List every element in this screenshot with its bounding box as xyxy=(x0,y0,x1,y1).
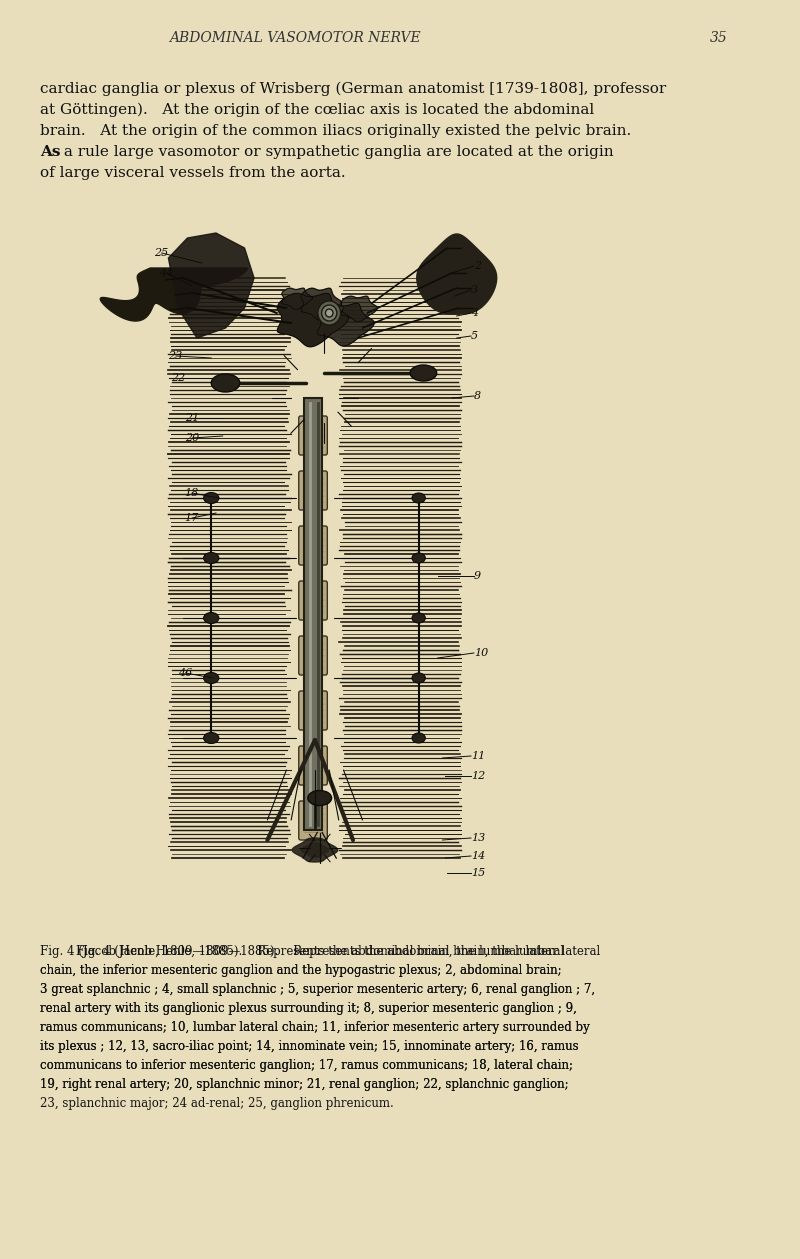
Text: of large visceral vessels from the aorta.: of large visceral vessels from the aorta… xyxy=(40,166,346,180)
FancyBboxPatch shape xyxy=(298,636,327,675)
Text: renal artery with its ganglionic plexus surrounding it; 8, superior mesenteric g: renal artery with its ganglionic plexus … xyxy=(40,1002,577,1015)
FancyBboxPatch shape xyxy=(298,471,327,510)
FancyBboxPatch shape xyxy=(298,691,327,730)
Text: a rule large vasomotor or sympathetic ganglia are located at the origin: a rule large vasomotor or sympathetic ga… xyxy=(59,145,614,159)
Circle shape xyxy=(318,301,341,325)
Text: 8: 8 xyxy=(474,392,481,402)
Polygon shape xyxy=(169,233,254,337)
Polygon shape xyxy=(318,303,374,346)
Ellipse shape xyxy=(412,613,426,623)
Text: brain.   At the origin of the common iliacs originally existed the pelvic brain.: brain. At the origin of the common iliac… xyxy=(40,123,631,138)
Text: renal artery with its ganglionic plexus surrounding it; 8, superior mesenteric g: renal artery with its ganglionic plexus … xyxy=(40,1002,577,1015)
Text: 23: 23 xyxy=(169,351,182,361)
Polygon shape xyxy=(282,288,312,310)
Text: 46: 46 xyxy=(178,669,192,679)
Text: communicans to inferior mesenteric ganglion; 17, ramus communicans; 18, lateral : communicans to inferior mesenteric gangl… xyxy=(40,1059,573,1071)
Text: cardiac ganglia or plexus of Wrisberg (German anatomist [1739-1808], professor: cardiac ganglia or plexus of Wrisberg (G… xyxy=(40,82,666,97)
Text: 13: 13 xyxy=(471,833,486,844)
Polygon shape xyxy=(417,234,497,313)
Text: communicans to inferior mesenteric ganglion; 17, ramus communicans; 18, lateral : communicans to inferior mesenteric gangl… xyxy=(40,1059,573,1071)
Ellipse shape xyxy=(204,612,219,623)
Ellipse shape xyxy=(204,733,219,744)
Text: 17: 17 xyxy=(185,512,199,522)
Text: 23, splanchnic major; 24 ad-renal; 25, ganglion phrenicum.: 23, splanchnic major; 24 ad-renal; 25, g… xyxy=(40,1097,394,1110)
Polygon shape xyxy=(302,842,329,857)
Text: 10: 10 xyxy=(474,648,488,658)
FancyBboxPatch shape xyxy=(298,415,327,454)
Ellipse shape xyxy=(211,374,240,392)
Text: its plexus ; 12, 13, sacro-iliac point; 14, innominate vein; 15, innominate arte: its plexus ; 12, 13, sacro-iliac point; … xyxy=(40,1040,578,1053)
Text: chain, the inferior mesenteric ganglion and the hypogastric plexus; 2, abdominal: chain, the inferior mesenteric ganglion … xyxy=(40,964,562,977)
Text: 3: 3 xyxy=(471,285,478,295)
Text: As: As xyxy=(40,145,61,159)
Ellipse shape xyxy=(204,672,219,684)
Ellipse shape xyxy=(412,553,426,563)
Text: 19, right renal artery; 20, splanchnic minor; 21, renal ganglion; 22, splanchnic: 19, right renal artery; 20, splanchnic m… xyxy=(40,1078,569,1092)
Text: 22: 22 xyxy=(171,373,186,383)
Text: 4: 4 xyxy=(471,308,478,319)
Polygon shape xyxy=(100,268,247,321)
Text: 18: 18 xyxy=(185,488,199,499)
Ellipse shape xyxy=(412,733,426,743)
Polygon shape xyxy=(278,293,349,346)
Text: chain, the inferior mesenteric ganglion and the hypogastric plexus; 2, abdominal: chain, the inferior mesenteric ganglion … xyxy=(40,964,562,977)
Text: at Göttingen).   At the origin of the cœliac axis is located the abdominal: at Göttingen). At the origin of the cœli… xyxy=(40,103,594,117)
Polygon shape xyxy=(292,838,338,862)
Bar xyxy=(305,398,322,830)
Text: 5: 5 xyxy=(471,331,478,341)
Text: its plexus ; 12, 13, sacro-iliac point; 14, innominate vein; 15, innominate arte: its plexus ; 12, 13, sacro-iliac point; … xyxy=(40,1040,578,1053)
Text: 21: 21 xyxy=(185,413,199,423)
Ellipse shape xyxy=(410,365,437,381)
Text: 35: 35 xyxy=(710,31,727,45)
Ellipse shape xyxy=(412,674,426,682)
Text: 25: 25 xyxy=(154,248,168,258)
Text: 19, right renal artery; 20, splanchnic minor; 21, renal ganglion; 22, splanchnic: 19, right renal artery; 20, splanchnic m… xyxy=(40,1078,569,1092)
Polygon shape xyxy=(341,296,378,322)
Text: 9: 9 xyxy=(474,572,481,580)
Polygon shape xyxy=(301,288,342,320)
Text: ramus communicans; 10, lumbar lateral chain; 11, inferior mesenteric artery surr: ramus communicans; 10, lumbar lateral ch… xyxy=(40,1021,590,1034)
Text: 14: 14 xyxy=(471,851,486,861)
Text: 3 great splanchnic ; 4, small splanchnic ; 5, superior mesenteric artery; 6, ren: 3 great splanchnic ; 4, small splanchnic… xyxy=(40,983,595,996)
FancyBboxPatch shape xyxy=(298,747,327,786)
Ellipse shape xyxy=(412,494,426,504)
Ellipse shape xyxy=(204,492,219,504)
Ellipse shape xyxy=(204,553,219,564)
Text: 15: 15 xyxy=(471,867,486,878)
Text: 2: 2 xyxy=(474,261,481,271)
FancyBboxPatch shape xyxy=(298,526,327,565)
FancyBboxPatch shape xyxy=(298,580,327,619)
Text: ramus communicans; 10, lumbar lateral chain; 11, inferior mesenteric artery surr: ramus communicans; 10, lumbar lateral ch… xyxy=(40,1021,590,1034)
Text: Fig. 4 (Jacob Henle, 1809—1885).    Represents the abdominal brain, the lumbar l: Fig. 4 (Jacob Henle, 1809—1885). Represe… xyxy=(76,946,600,958)
Text: 20: 20 xyxy=(185,433,199,443)
Circle shape xyxy=(326,308,333,317)
Text: Fig. 4 (Jacob Henle, 1809—1885).    Represents the abdominal brain, the lumbar l: Fig. 4 (Jacob Henle, 1809—1885). Represe… xyxy=(40,946,564,958)
FancyBboxPatch shape xyxy=(298,801,327,840)
Text: 12: 12 xyxy=(471,771,486,781)
Text: 3 great splanchnic ; 4, small splanchnic ; 5, superior mesenteric artery; 6, ren: 3 great splanchnic ; 4, small splanchnic… xyxy=(40,983,595,996)
Text: 11: 11 xyxy=(471,752,486,760)
Circle shape xyxy=(322,305,337,321)
Text: 44: 44 xyxy=(159,268,173,278)
Text: ABDOMINAL VASOMOTOR NERVE: ABDOMINAL VASOMOTOR NERVE xyxy=(169,31,421,45)
Ellipse shape xyxy=(308,791,331,806)
